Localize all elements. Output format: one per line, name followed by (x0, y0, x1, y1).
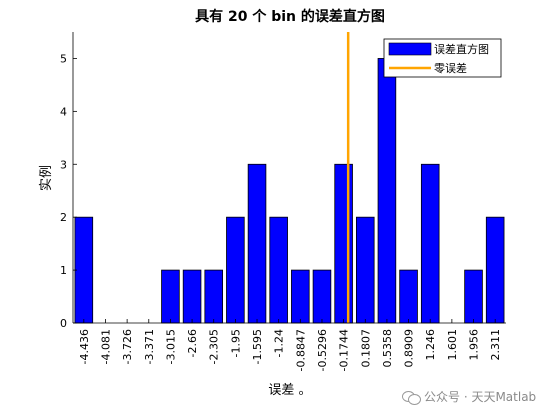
x-tick-label: 1.246 (424, 329, 437, 361)
bar (377, 58, 397, 324)
x-tick-label: -2.66 (186, 329, 199, 357)
x-tick-label: 0.5358 (381, 329, 394, 368)
x-tick-label: 2.311 (489, 329, 502, 361)
bar (291, 269, 310, 324)
x-axis-label: 误差 。 (268, 383, 311, 398)
y-tick-label: 2 (60, 211, 67, 224)
wechat-logo-icon (402, 390, 421, 405)
x-tick-label: -4.436 (78, 329, 91, 364)
bar (247, 163, 267, 324)
bar (226, 216, 245, 324)
legend-label-zero: 零误差 (434, 61, 467, 75)
bar (464, 269, 483, 324)
bar (312, 269, 332, 324)
y-tick-label: 1 (60, 264, 67, 277)
x-tick-label: 1.601 (446, 329, 459, 361)
chart-title: 具有 20 个 bin 的误差直方图 (194, 8, 385, 25)
bar (399, 269, 418, 324)
x-tick-label: -3.371 (143, 329, 156, 364)
x-tick-label: -1.95 (229, 329, 242, 357)
x-tick-label: 0.8909 (403, 329, 416, 368)
bar (355, 216, 375, 324)
x-tick-label: -3.726 (121, 329, 134, 364)
legend: 误差直方图 零误差 (383, 38, 502, 78)
x-tick-labels: -4.436 -4.081 -3.726 -3.371 -3.015 -2.66 -2.30… (78, 329, 502, 371)
legend-swatch-histogram (388, 42, 432, 56)
x-tick-label: -0.1744 (338, 329, 351, 371)
y-tick-label: 3 (60, 158, 67, 171)
bar (485, 216, 505, 324)
x-tick-label: -1.24 (273, 329, 286, 357)
axes-group (72, 32, 506, 324)
x-tick-label: 0.1807 (359, 329, 372, 368)
bar (269, 216, 288, 324)
x-tick-label: 1.956 (468, 329, 481, 361)
y-tick-labels: 0 1 2 3 4 5 (60, 52, 67, 330)
bar (182, 269, 202, 324)
x-tick-label: -3.015 (164, 329, 177, 364)
legend-box (383, 38, 502, 78)
bar (74, 216, 94, 324)
watermark: 公众号 · 天天Matlab (402, 388, 536, 405)
x-tick-label: -1.595 (251, 329, 264, 364)
bar (420, 163, 440, 324)
bar (204, 269, 224, 324)
y-axis-label: 实例 (39, 165, 54, 191)
bar (334, 163, 353, 324)
x-tick-label: -4.081 (99, 329, 112, 364)
x-tick-label: -2.305 (208, 329, 221, 364)
x-tick-label: -0.8847 (294, 329, 307, 371)
legend-label-histogram: 误差直方图 (434, 42, 489, 56)
y-tick-label: 4 (60, 105, 67, 118)
x-tick-label: -0.5296 (316, 329, 329, 371)
y-tick-label: 0 (60, 317, 67, 330)
watermark-text: 公众号 · 天天Matlab (424, 390, 537, 404)
y-tick-label: 5 (60, 52, 67, 65)
bar (161, 269, 180, 324)
